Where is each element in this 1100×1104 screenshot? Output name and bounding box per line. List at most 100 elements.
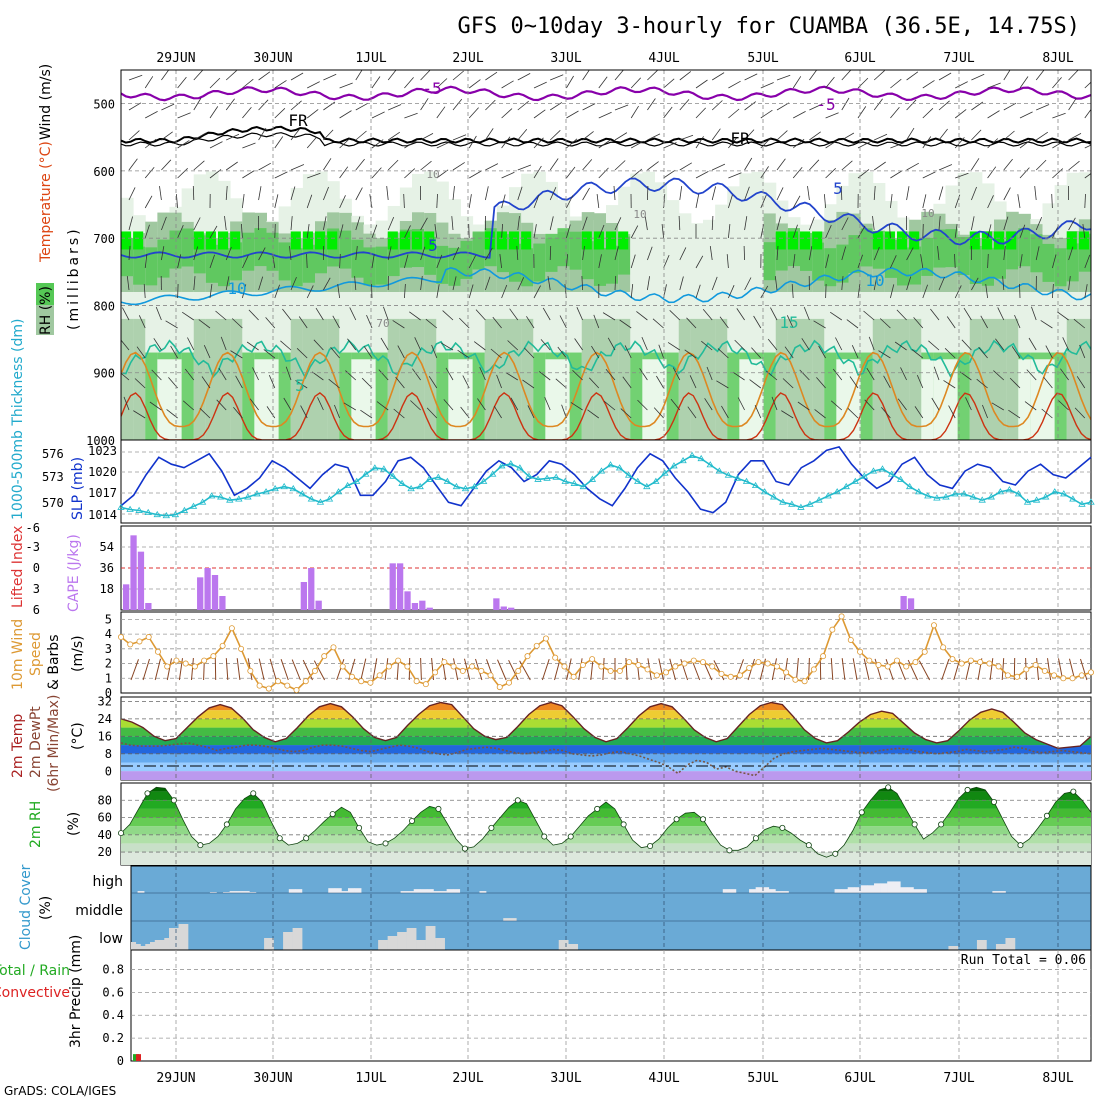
- date-label-top: 7JUL: [943, 51, 974, 66]
- rh-cell: [594, 231, 604, 249]
- wind-speed-line-point: [442, 659, 447, 664]
- wind-speed-line-point: [691, 658, 696, 663]
- temp-band-below-zero: [121, 771, 1091, 780]
- rh-cell: [970, 319, 983, 440]
- credit: GrADS: COLA/IGES: [4, 1084, 116, 1098]
- ylabel-wind: Wind (m/s): [38, 64, 54, 140]
- cloud-bar: [749, 889, 756, 893]
- wind-speed-line-point: [488, 673, 493, 678]
- rh-cell: [254, 359, 267, 440]
- rh-cell: [1079, 319, 1092, 440]
- wind-speed-line-point: [636, 662, 641, 667]
- wind-speed-line-point: [248, 668, 253, 673]
- date-label-bottom: 3JUL: [550, 1071, 581, 1086]
- rh-point: [938, 822, 943, 827]
- cloud-bar: [179, 924, 184, 950]
- cloud-bar: [293, 928, 298, 950]
- wind-speed-line-point: [1061, 676, 1066, 681]
- wind-speed-line-point: [368, 680, 373, 685]
- ylabel-2m-dewpt: 2m DewPt: [28, 706, 44, 778]
- wind-speed-line-point: [700, 659, 705, 664]
- rh-cell: [1067, 231, 1077, 249]
- date-label-top: 29JUN: [156, 51, 195, 66]
- rh-cell: [412, 231, 422, 249]
- cloud-bar: [414, 889, 421, 893]
- rh-cell: [327, 231, 337, 249]
- cloud-bar: [841, 889, 848, 893]
- wind-speed-line-point: [451, 664, 456, 669]
- wind-speed-line-point: [839, 614, 844, 619]
- rh-cell: [412, 319, 425, 440]
- rh-cell: [679, 213, 692, 292]
- rh-cell: [691, 319, 704, 440]
- cloud-level-high: high: [92, 874, 123, 890]
- rh-cell: [194, 231, 204, 249]
- wind-speed-line-point: [238, 646, 243, 651]
- wind-speed-line-point: [719, 671, 724, 676]
- wind-speed-line-point: [229, 626, 234, 631]
- cape-bar: [204, 568, 210, 610]
- cloud-bar: [559, 940, 564, 950]
- wind-speed-line-point: [432, 670, 437, 675]
- wind-tick-label: 3: [105, 642, 112, 656]
- cape-bar: [197, 577, 203, 610]
- rh-band: [121, 843, 1091, 852]
- wind-speed-line-point: [626, 659, 631, 664]
- cloud-bar: [388, 936, 393, 950]
- rh-cell: [133, 247, 146, 285]
- cloud-bar: [900, 887, 907, 893]
- wind-speed-line-point: [349, 674, 354, 679]
- wind-speed-line-point: [1088, 670, 1093, 675]
- ylabel-temperature: Temperature (°C): [38, 141, 54, 263]
- cape-tick-label: 54: [100, 540, 114, 554]
- cloud-bar: [160, 940, 165, 950]
- rh-cell: [873, 231, 883, 249]
- wind-speed-line-point: [118, 634, 123, 639]
- date-label-bottom: 6JUL: [844, 1071, 875, 1086]
- cloud-bar: [407, 928, 412, 950]
- wind-speed-line-point: [340, 664, 345, 669]
- wind-speed-line-point: [479, 668, 484, 673]
- cape-bar: [508, 608, 514, 610]
- wind-speed-line-point: [737, 673, 742, 678]
- rh-point: [568, 834, 573, 839]
- rh-cell: [715, 319, 728, 440]
- wind-tick-label: 4: [105, 627, 112, 641]
- ylabel-rh: RH (%): [38, 286, 54, 335]
- rh-point: [965, 787, 970, 792]
- rh-cell: [206, 231, 216, 249]
- cloud-bar: [421, 940, 426, 950]
- cloud-bar: [378, 940, 383, 950]
- ylabel-2m-rh: 2m RH: [28, 801, 44, 848]
- wind-speed-line-point: [516, 668, 521, 673]
- cloud-bar: [723, 889, 730, 893]
- ylabel-temp-units: (°C): [70, 722, 86, 750]
- rh-cell: [533, 353, 546, 440]
- wind-speed-line-point: [876, 662, 881, 667]
- wind-speed-line-point: [857, 649, 862, 654]
- rh-cell: [873, 319, 886, 440]
- wind-speed-line-point: [830, 627, 835, 632]
- rh-cell: [982, 319, 995, 440]
- cloud-bar: [1001, 944, 1006, 950]
- wind-speed-line-point: [1051, 673, 1056, 678]
- date-label-top: 4JUL: [648, 51, 679, 66]
- date-label-bottom: 4JUL: [648, 1071, 679, 1086]
- li-tick-label: 6: [33, 603, 40, 617]
- cloud-bar: [435, 938, 440, 950]
- precip-bars: [133, 1054, 141, 1061]
- cloud-bar: [861, 885, 868, 893]
- wind-speed-line-point: [359, 679, 364, 684]
- rh-cell: [1030, 359, 1043, 440]
- contour-label: -5: [422, 79, 441, 98]
- rh-cell: [788, 319, 801, 440]
- wind-tick-label: 1: [105, 671, 112, 685]
- contour-label: 10: [865, 271, 884, 290]
- wind-speed-line-point: [275, 679, 280, 684]
- cape-bar: [404, 591, 410, 610]
- ylabel-lifted-index: Lifted Index: [10, 526, 26, 608]
- wind-speed-line-point: [405, 664, 410, 669]
- contour-label: 10: [921, 207, 934, 220]
